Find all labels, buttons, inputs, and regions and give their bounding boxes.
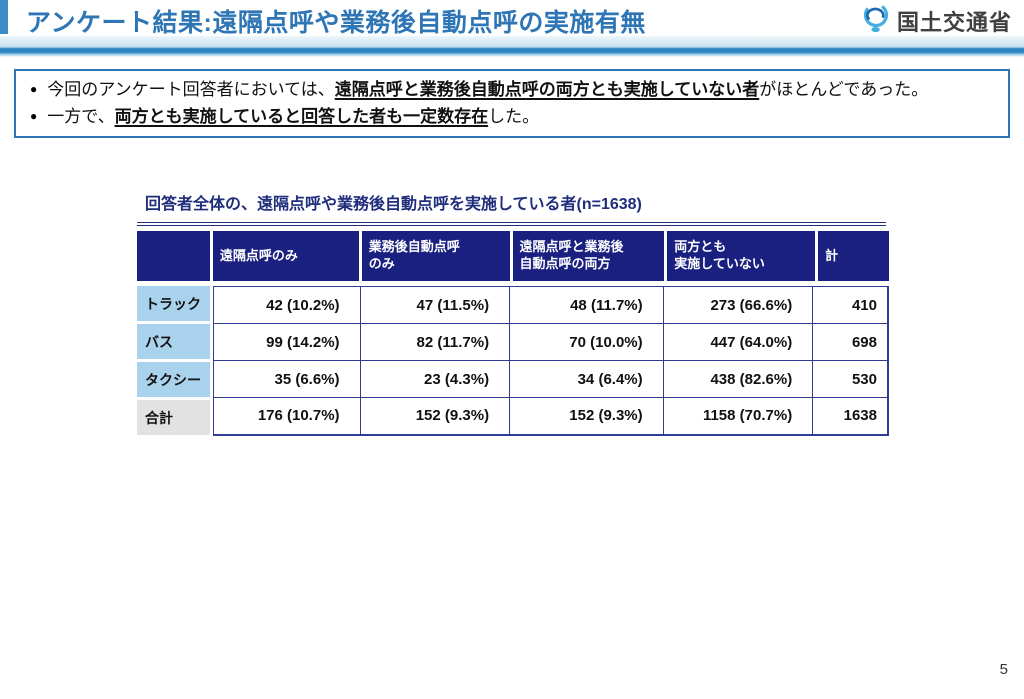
data-cell: 34 (6.4%)	[509, 360, 664, 398]
mlit-globe-icon	[861, 2, 891, 39]
row-label-taxi: タクシー	[137, 362, 210, 397]
data-cell: 152 (9.3%)	[359, 397, 511, 435]
data-cell: 47 (11.5%)	[359, 286, 511, 324]
page-title: アンケート結果:遠隔点呼や業務後自動点呼の実施有無	[26, 9, 646, 37]
summary-bullet-1-text: 今回のアンケート回答者においては、遠隔点呼と業務後自動点呼の両方とも実施していな…	[47, 76, 928, 103]
table-row-total: 176 (10.7%) 152 (9.3%) 152 (9.3%) 1158 (…	[213, 397, 889, 435]
data-cell-total: 410	[812, 286, 889, 324]
bullet-icon: ●	[30, 109, 38, 123]
row-label-total: 合計	[137, 400, 210, 435]
row-label-bus: バス	[137, 324, 210, 359]
bullet-icon: ●	[30, 82, 38, 96]
row-label-column: トラック バス タクシー 合計	[137, 286, 210, 436]
table-header-row: 遠隔点呼のみ 業務後自動点呼 のみ 遠隔点呼と業務後 自動点呼の両方 両方とも …	[137, 231, 889, 281]
bullet-1-pre: 今回のアンケート回答者においては、	[47, 80, 335, 99]
data-cell-total: 1638	[812, 397, 889, 435]
data-cell: 438 (82.6%)	[662, 360, 814, 398]
page-number: 5	[999, 661, 1008, 678]
summary-bullet-2: ● 一方で、両方とも実施していると回答した者も一定数存在した。	[28, 103, 998, 130]
data-grid: 42 (10.2%) 47 (11.5%) 48 (11.7%) 273 (66…	[213, 286, 889, 436]
summary-box: ● 今回のアンケート回答者においては、遠隔点呼と業務後自動点呼の両方とも実施して…	[14, 69, 1010, 138]
column-header-remote-only: 遠隔点呼のみ	[212, 231, 359, 281]
table-row-taxi: 35 (6.6%) 23 (4.3%) 34 (6.4%) 438 (82.6%…	[213, 360, 889, 398]
data-cell: 35 (6.6%)	[213, 360, 361, 398]
data-cell: 99 (14.2%)	[213, 323, 361, 361]
summary-bullet-2-text: 一方で、両方とも実施していると回答した者も一定数存在した。	[47, 103, 539, 130]
data-cell: 42 (10.2%)	[213, 286, 361, 324]
data-cell: 447 (64.0%)	[662, 323, 814, 361]
caption-rule	[137, 222, 886, 226]
data-cell: 273 (66.6%)	[662, 286, 814, 324]
data-cell: 1158 (70.7%)	[662, 397, 814, 435]
column-header-total: 計	[818, 231, 889, 281]
column-header-auto-only: 業務後自動点呼 のみ	[361, 231, 510, 281]
summary-bullet-1: ● 今回のアンケート回答者においては、遠隔点呼と業務後自動点呼の両方とも実施して…	[28, 76, 998, 103]
bullet-2-post: した。	[488, 107, 540, 126]
bullet-2-emphasis: 両方とも実施していると回答した者も一定数存在	[114, 107, 489, 126]
table-row-truck: 42 (10.2%) 47 (11.5%) 48 (11.7%) 273 (66…	[213, 286, 889, 324]
data-cell: 152 (9.3%)	[509, 397, 664, 435]
title-accent-bar	[0, 0, 8, 34]
mlit-logo-text: 国土交通省	[896, 9, 1012, 35]
data-cell: 176 (10.7%)	[213, 397, 361, 435]
data-cell-total: 698	[812, 323, 889, 361]
row-label-truck: トラック	[137, 286, 210, 321]
table-row-bus: 99 (14.2%) 82 (11.7%) 70 (10.0%) 447 (64…	[213, 323, 889, 361]
bullet-2-pre: 一方で、	[47, 107, 115, 126]
header-divider-strip	[0, 36, 1024, 57]
data-cell: 82 (11.7%)	[359, 323, 511, 361]
data-cell: 48 (11.7%)	[509, 286, 664, 324]
bullet-1-post: がほとんどであった。	[759, 80, 929, 99]
table-body: トラック バス タクシー 合計 42 (10.2%) 47 (11.5%) 48…	[137, 286, 889, 436]
data-cell: 70 (10.0%)	[509, 323, 664, 361]
table-caption: 回答者全体の、遠隔点呼や業務後自動点呼を実施している者(n=1638)	[145, 196, 642, 213]
data-cell: 23 (4.3%)	[359, 360, 511, 398]
column-header-corner	[137, 231, 210, 281]
bullet-1-emphasis: 遠隔点呼と業務後自動点呼の両方とも実施していない者	[334, 80, 760, 99]
column-header-both: 遠隔点呼と業務後 自動点呼の両方	[512, 231, 665, 281]
column-header-neither: 両方とも 実施していない	[667, 231, 816, 281]
results-table: 遠隔点呼のみ 業務後自動点呼 のみ 遠隔点呼と業務後 自動点呼の両方 両方とも …	[137, 231, 889, 436]
mlit-logo: 国土交通省	[861, 2, 1012, 39]
data-cell-total: 530	[812, 360, 889, 398]
